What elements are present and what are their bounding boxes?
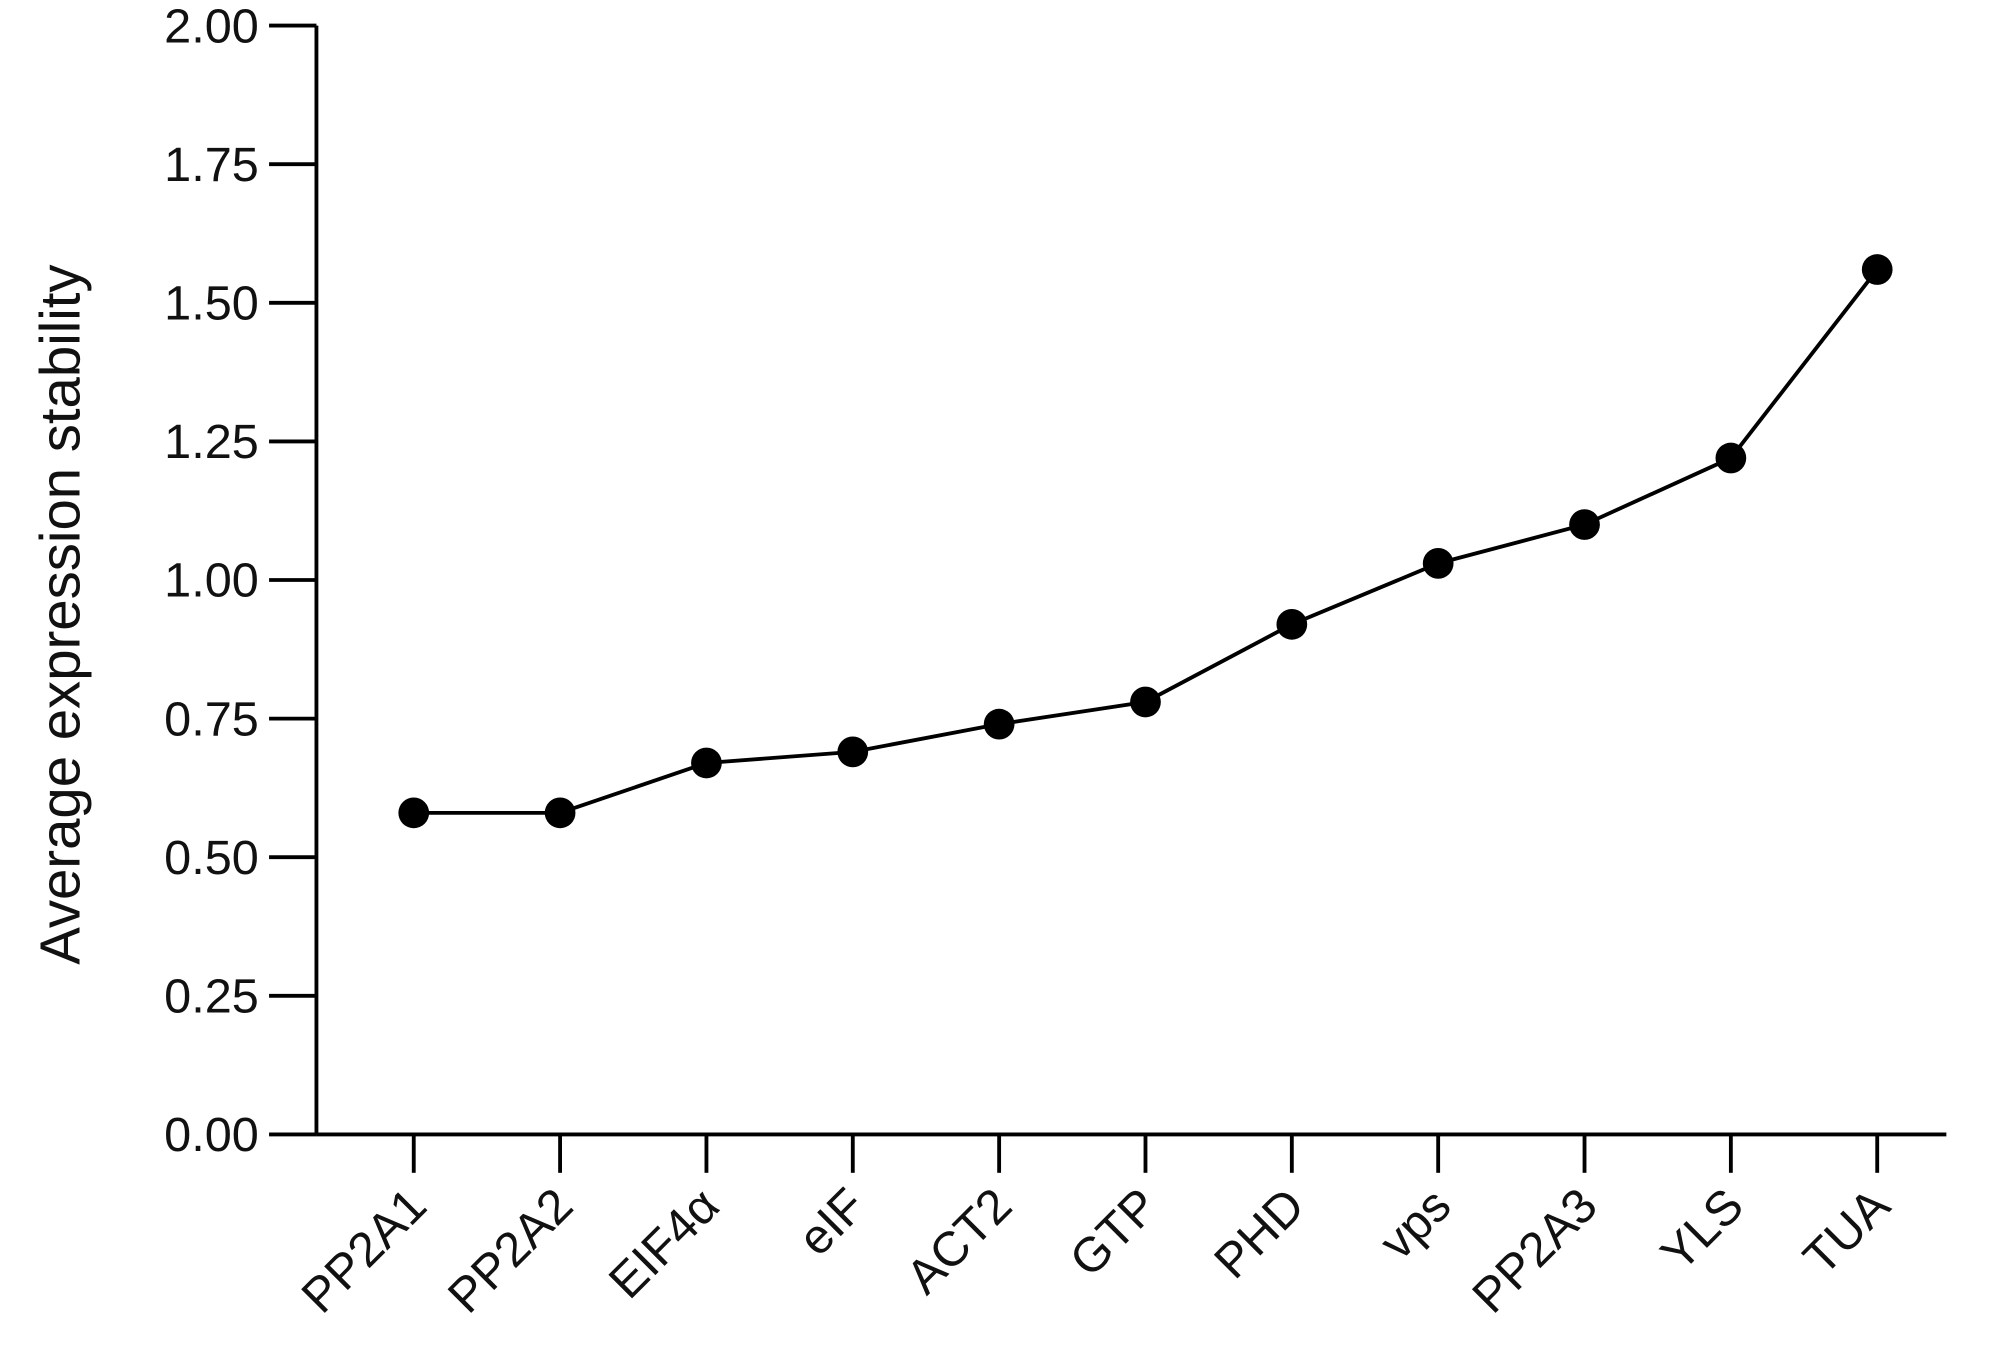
point	[1422, 548, 1454, 579]
x-tick-label: TUA	[1793, 1178, 1900, 1285]
y-tick-label: 1.00	[164, 554, 259, 608]
x-tick-label: GTP	[1060, 1178, 1169, 1287]
y-tick-label: 1.75	[164, 138, 259, 192]
line	[413, 268, 1879, 815]
point	[544, 797, 576, 829]
y-tick-label: 2.00	[164, 0, 259, 53]
point	[1276, 608, 1308, 640]
x-tick-label: eIF	[788, 1178, 876, 1266]
y-tick-label: 0.25	[164, 969, 259, 1023]
point	[983, 708, 1015, 740]
y-tick-label: 0.00	[164, 1108, 259, 1162]
y-axis-label: Average expression stability	[29, 264, 92, 965]
x-tick-label: PP2A1	[292, 1178, 437, 1323]
point	[398, 797, 430, 829]
x-tick-label: ACT2	[896, 1178, 1022, 1304]
x-tick-label: PP2A2	[438, 1178, 583, 1323]
x-tick-label: EIF4α	[599, 1178, 730, 1309]
y-tick-label: 0.75	[164, 692, 259, 746]
point	[1569, 509, 1600, 540]
y-tick-label: 1.50	[164, 276, 259, 330]
y-tick-label: 1.25	[164, 415, 259, 469]
y-tick-label: 0.50	[164, 831, 259, 885]
point	[1130, 686, 1161, 718]
x-tick-label: PP2A3	[1462, 1178, 1607, 1323]
point	[1715, 442, 1747, 474]
point	[1861, 254, 1893, 285]
point	[837, 736, 869, 768]
x-tick-label: YLS	[1651, 1178, 1754, 1281]
x-tick-label: PHD	[1204, 1178, 1315, 1289]
x-tick-label: vps	[1370, 1178, 1462, 1270]
point	[691, 747, 722, 779]
